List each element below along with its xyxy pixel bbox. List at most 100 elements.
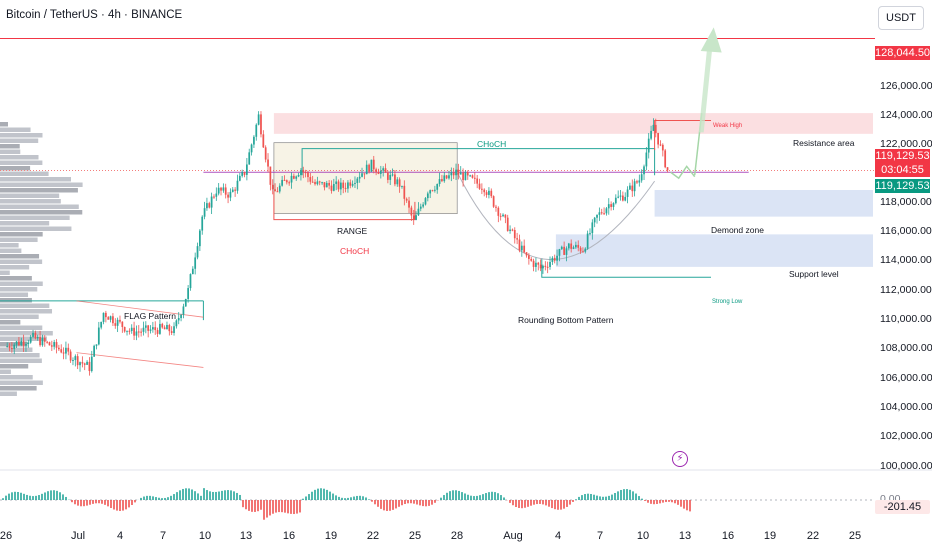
candle-down <box>363 173 366 175</box>
indicator-bar <box>557 500 559 510</box>
indicator-bar <box>80 500 82 507</box>
indicator-bar <box>314 489 316 500</box>
indicator-bar <box>608 495 610 500</box>
indicator-bar <box>683 500 685 509</box>
candle-up <box>72 360 74 362</box>
candle-up <box>229 191 232 198</box>
candle-up <box>347 182 349 189</box>
candle-up <box>612 203 615 207</box>
price-label: 104,000.00 <box>880 401 932 413</box>
volume-bar <box>0 298 32 303</box>
indicator-bar <box>158 497 160 500</box>
indicator-bar <box>50 490 52 500</box>
indicator-bar <box>128 500 130 508</box>
candle-up <box>6 346 9 348</box>
candle-down <box>67 347 70 352</box>
current-price-tag-green: 119,129.53 <box>875 179 930 193</box>
candle-down <box>22 340 25 346</box>
candle-down <box>532 260 535 267</box>
price-label: 118,000.00 <box>880 196 932 208</box>
candle-down <box>452 172 455 176</box>
indicator-bar <box>23 493 25 500</box>
indicator-bar <box>17 491 19 500</box>
currency-button[interactable]: USDT <box>878 6 924 30</box>
candle-down <box>58 347 60 350</box>
indicator-bar <box>530 500 532 506</box>
volume-bar <box>0 149 21 154</box>
candle-down <box>523 245 526 253</box>
indicator-bar <box>593 494 595 500</box>
indicator-bar <box>227 490 229 500</box>
time-label: 19 <box>324 530 338 542</box>
indicator-bar <box>146 495 148 500</box>
indicator-bar <box>596 495 598 500</box>
rounding-bottom-curve <box>456 172 656 261</box>
candle-down <box>666 167 669 171</box>
indicator-bar <box>212 491 214 500</box>
candle-up <box>419 206 422 209</box>
candle-down <box>457 169 460 175</box>
indicator-bar <box>290 500 292 514</box>
indicator-bar <box>206 490 208 500</box>
candle-down <box>156 330 159 334</box>
indicator-bar <box>491 491 493 500</box>
candle-up <box>351 183 354 186</box>
indicator-bar <box>176 492 178 500</box>
candle-up <box>598 212 601 215</box>
indicator-bar <box>611 494 613 500</box>
indicator-bar <box>644 500 646 501</box>
candle-up <box>86 361 88 365</box>
volume-bar <box>0 199 61 204</box>
indicator-bar <box>620 489 622 500</box>
candle-up <box>558 249 561 256</box>
indicator-bar <box>140 497 142 500</box>
candle-down <box>123 327 126 332</box>
candle-down <box>603 213 605 215</box>
indicator-bar <box>242 500 244 508</box>
lightning-icon[interactable]: ⚡ <box>672 451 688 467</box>
price-label: 124,000.00 <box>880 109 932 121</box>
price-label: 100,000.00 <box>880 460 932 472</box>
candle-up <box>248 152 251 165</box>
candle-up <box>633 181 636 192</box>
candle-up <box>584 248 587 252</box>
candle-up <box>180 314 182 319</box>
indicator-bar <box>203 488 205 500</box>
candle-up <box>144 325 147 328</box>
indicator-bar <box>56 490 58 500</box>
indicator-bar <box>278 500 280 513</box>
indicator-bar <box>599 496 601 500</box>
indicator-bar <box>359 495 361 500</box>
time-label: 4 <box>554 530 562 542</box>
candle-down <box>525 252 528 256</box>
indicator-bar <box>167 497 169 500</box>
candle-down <box>485 192 488 195</box>
volume-bar <box>0 342 28 347</box>
candle-up <box>325 182 328 188</box>
indicator-bar <box>329 491 331 500</box>
volume-bar <box>0 314 39 319</box>
volume-bar <box>0 144 20 149</box>
indicator-bar <box>332 493 334 500</box>
candles-layer <box>6 111 669 376</box>
candle-down <box>405 198 408 201</box>
candle-up <box>358 176 361 179</box>
volume-bar <box>0 237 38 242</box>
current-price-tag: 119,129.53 <box>875 149 930 163</box>
time-label: 25 <box>848 530 862 542</box>
indicator-bar <box>101 500 103 504</box>
indicator-bar <box>650 500 652 504</box>
candle-down <box>511 229 514 231</box>
candle-up <box>361 173 363 177</box>
volume-bar <box>0 188 78 193</box>
candle-up <box>556 255 558 261</box>
indicator-bar <box>161 498 163 500</box>
candle-down <box>636 181 638 183</box>
volume-bar <box>0 133 43 138</box>
indicator-bar <box>119 500 121 512</box>
indicator-bar <box>638 496 640 500</box>
candle-up <box>65 347 67 354</box>
indicator-bar <box>452 490 454 500</box>
candle-up <box>617 196 620 198</box>
